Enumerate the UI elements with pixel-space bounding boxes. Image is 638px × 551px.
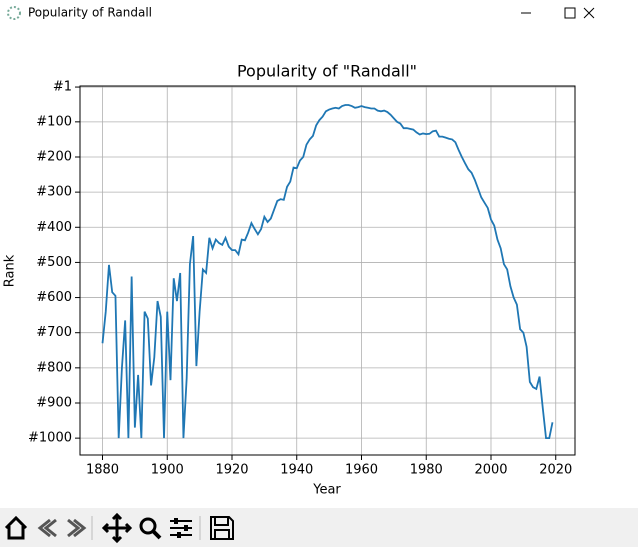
y-tick-label: #1: [53, 80, 72, 95]
x-axis-label: Year: [312, 483, 341, 498]
zoom-button[interactable]: [139, 517, 157, 535]
back-button[interactable]: [37, 518, 57, 538]
y-tick-label: #100: [36, 114, 72, 129]
maximize-button[interactable]: [564, 7, 576, 19]
y-axis-label: Rank: [3, 254, 18, 287]
forward-button[interactable]: [67, 518, 87, 538]
pan-button[interactable]: [101, 512, 133, 544]
x-tick-label: 1960: [345, 463, 378, 478]
close-button[interactable]: [583, 7, 595, 19]
x-tick-label: 1980: [410, 463, 443, 478]
save-button[interactable]: [210, 516, 234, 540]
data-line: [101, 104, 554, 440]
y-tick-label: #500: [36, 255, 72, 270]
y-tick-label: #700: [36, 325, 72, 340]
plot-frame: [79, 85, 576, 456]
y-tick-label: #1000: [28, 431, 72, 446]
toolbar-icons: [4, 512, 234, 544]
home-button[interactable]: [4, 515, 28, 540]
x-tick-label: 1920: [215, 463, 248, 478]
x-tick-label: 2000: [474, 463, 507, 478]
x-tick-label: 2020: [539, 463, 572, 478]
y-tick-label: #300: [36, 185, 72, 200]
y-tick-label: #200: [36, 149, 72, 164]
y-tick-label: #800: [36, 360, 72, 375]
y-tick-label: #600: [36, 290, 72, 305]
toolbar: [0, 508, 638, 547]
chart: Popularity of Randall Popularity of "Ran…: [3, 6, 595, 498]
y-tick-label: #900: [36, 395, 72, 410]
x-tick-label: 1900: [151, 463, 184, 478]
app-icon: [7, 6, 21, 20]
x-tick-label: 1940: [280, 463, 313, 478]
chart-title: Popularity of "Randall": [237, 62, 417, 81]
window-title: Popularity of Randall: [28, 6, 152, 20]
x-tick-label: 1880: [86, 463, 119, 478]
y-tick-label: #400: [36, 220, 72, 235]
